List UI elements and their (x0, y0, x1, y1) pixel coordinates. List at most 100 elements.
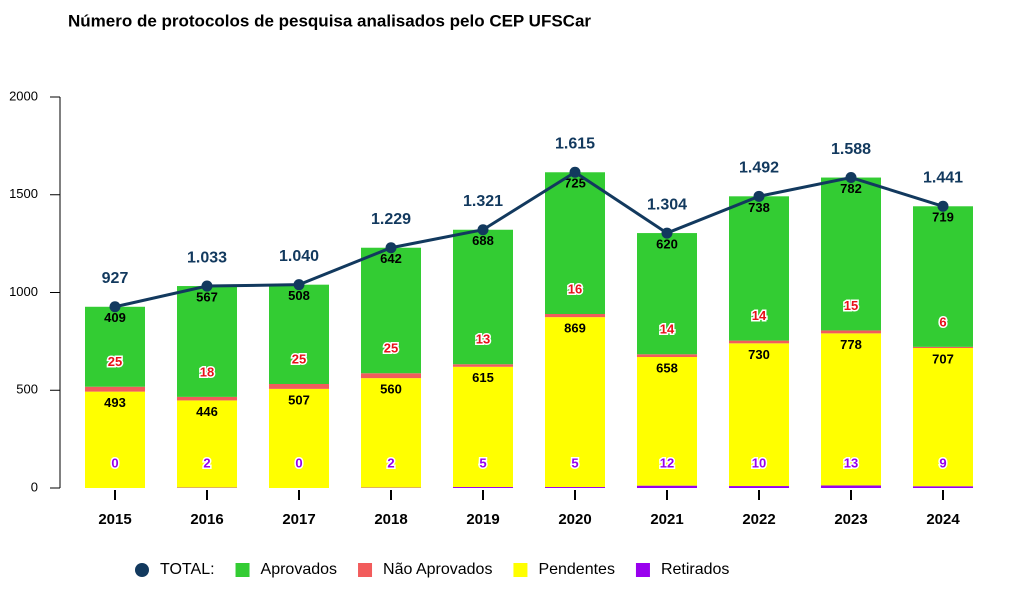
bar-segment (913, 486, 973, 488)
data-label: 14 (660, 322, 675, 337)
x-tick-label: 2024 (926, 511, 960, 528)
y-tick-label: 1500 (9, 186, 38, 201)
data-label: 409 (104, 310, 126, 325)
total-point (109, 301, 121, 313)
legend-marker (635, 563, 650, 577)
bar-segment (177, 396, 237, 401)
total-line (114, 170, 944, 309)
data-label: 560 (380, 382, 402, 397)
y-tick-label: 500 (16, 382, 38, 397)
bar-segment (729, 340, 789, 344)
legend-marker (235, 563, 250, 577)
total-label: 1.492 (739, 160, 779, 177)
bar-segment (545, 487, 605, 488)
total-point (845, 172, 857, 184)
data-label: 0 (111, 455, 118, 470)
total-label: 1.615 (555, 135, 595, 152)
data-label: 12 (660, 455, 674, 470)
total-label: 1.441 (923, 170, 963, 187)
x-tick-label: 2018 (374, 511, 407, 528)
bar-segment (453, 364, 513, 367)
data-label: 16 (568, 281, 582, 296)
legend-marker (513, 563, 528, 577)
data-label: 782 (840, 181, 862, 196)
data-label: 508 (288, 288, 310, 303)
bar-segment (269, 388, 329, 488)
total-point (937, 200, 949, 212)
data-label: 778 (840, 337, 862, 352)
data-label: 14 (752, 308, 767, 323)
legend-label: Pendentes (538, 561, 615, 578)
bar-segment (269, 383, 329, 389)
legend-label: Aprovados (261, 561, 338, 578)
data-label: 0 (295, 455, 302, 470)
data-label: 658 (656, 360, 678, 375)
y-tick-label: 0 (31, 479, 38, 494)
legend-marker (135, 563, 149, 577)
bar-segment (637, 485, 697, 488)
bar-segment (729, 486, 789, 488)
data-label: 5 (479, 455, 486, 470)
data-label: 18 (200, 364, 214, 379)
total-point (569, 166, 581, 178)
data-label: 446 (196, 404, 218, 419)
data-label: 10 (752, 455, 766, 470)
legend-marker (358, 563, 373, 577)
bar-segment (913, 206, 973, 347)
bar-segment (545, 172, 605, 315)
total-label: 1.588 (831, 141, 871, 158)
chart-title: Número de protocolos de pesquisa analisa… (68, 11, 591, 30)
data-label: 738 (748, 200, 770, 215)
data-label: 642 (380, 251, 402, 266)
bar-segment (453, 487, 513, 488)
total-label: 1.040 (279, 248, 319, 265)
total-label: 1.229 (371, 211, 411, 228)
bar-segment (85, 391, 145, 488)
bar-segment (637, 354, 697, 358)
bar-segment (361, 378, 421, 488)
bar-segment (269, 284, 329, 384)
bar-segment (821, 333, 881, 486)
data-label: 15 (844, 298, 858, 313)
x-tick-label: 2015 (98, 511, 131, 528)
data-label: 688 (472, 233, 494, 248)
bar-segment (637, 357, 697, 486)
data-label: 615 (472, 370, 494, 385)
bar-segment (729, 343, 789, 487)
data-label: 25 (292, 351, 306, 366)
total-point (477, 224, 489, 236)
data-label: 13 (844, 455, 858, 470)
data-label: 730 (748, 347, 770, 362)
total-point (661, 227, 673, 239)
x-tick-label: 2021 (650, 511, 683, 528)
bar-segment (821, 485, 881, 488)
bar-segment (637, 233, 697, 355)
y-tick-label: 1000 (9, 284, 38, 299)
bar-segment (821, 177, 881, 331)
data-label: 719 (932, 210, 954, 225)
data-label: 567 (196, 289, 218, 304)
data-label: 620 (656, 237, 678, 252)
total-label: 1.033 (187, 249, 227, 266)
bar-segment (85, 386, 145, 392)
data-label: 13 (476, 332, 490, 347)
bar-segment (545, 317, 605, 488)
bar-segment (821, 330, 881, 334)
bar-segment (913, 348, 973, 487)
x-tick-label: 2017 (282, 511, 315, 528)
data-label: 725 (564, 176, 586, 191)
data-label: 2 (387, 455, 394, 470)
data-label: 507 (288, 392, 310, 407)
data-label: 707 (932, 351, 954, 366)
legend-label: Retirados (661, 561, 729, 578)
total-point (293, 279, 305, 291)
x-tick-label: 2016 (190, 511, 223, 528)
total-label: 1.304 (647, 196, 687, 213)
total-label: 1.321 (463, 193, 503, 210)
x-tick-label: 2020 (558, 511, 591, 528)
bar-segment (913, 346, 973, 349)
data-label: 9 (939, 455, 946, 470)
bar-segment (177, 400, 237, 488)
legend-label: TOTAL: (160, 561, 215, 578)
